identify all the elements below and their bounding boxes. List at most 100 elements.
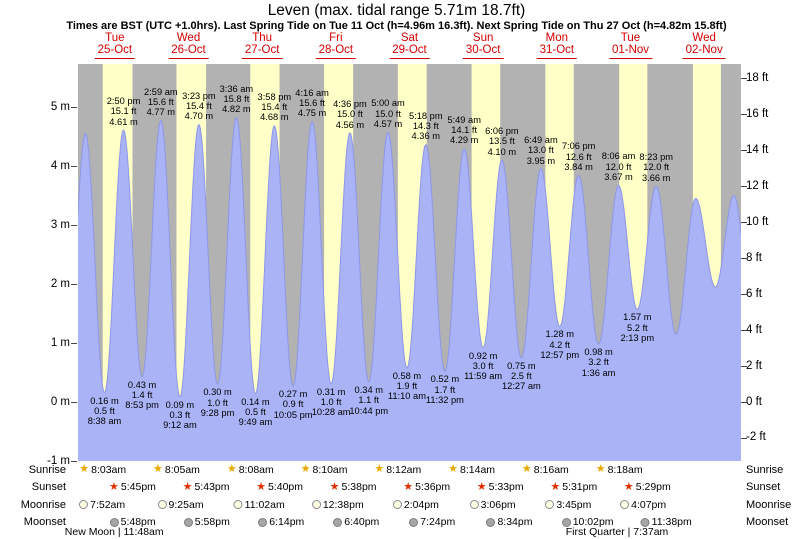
y-axis-left-label: -1 m [47, 454, 70, 467]
high-tide-annotation: 4:16 am 15.6 ft 4.75 m [295, 87, 329, 119]
high-tide-annotation: 3:58 pm 15.4 ft 4.68 m [257, 91, 292, 123]
sunrise-entry: ★ 8:14am [448, 464, 495, 476]
almanac-time: 8:34pm [497, 516, 533, 528]
moon-phase-note: New Moon | 11:48am [64, 525, 164, 538]
day-weekday: Tue [620, 32, 641, 44]
sunset-entry: ★ 5:36pm [403, 481, 450, 493]
y-axis-left-label: 0 m [50, 395, 70, 408]
low-tide-annotation: 0.30 m 1.0 ft 9:28 pm [200, 387, 235, 418]
moonset-entry: 6:14pm [258, 516, 304, 528]
moonrise-circle-icon [157, 500, 167, 509]
y-axis-right-tick [741, 437, 747, 439]
low-tide-annotation: 1.57 m 5.2 ft 2:13 pm [620, 312, 655, 343]
sunset-entry: ★ 5:38pm [330, 481, 377, 493]
day-weekday: Fri [329, 32, 343, 44]
moonrise-circle-icon [311, 500, 321, 509]
almanac-time: 3:06pm [480, 498, 516, 511]
low-tide-annotation: 0.09 m 0.3 ft 9:12 am [163, 399, 197, 431]
sunset-star-icon: ★ [329, 480, 340, 493]
moonrise-entry: 12:38pm [311, 499, 364, 511]
almanac-time: 3:45pm [556, 498, 592, 511]
day-date: 30-Oct [465, 43, 501, 56]
almanac-time: 5:38pm [341, 481, 377, 493]
y-axis-left-label: 5 m [50, 100, 70, 113]
high-tide-annotation: 3:36 am 15.8 ft 4.82 m [219, 83, 254, 115]
almanac-time: 8:05am [164, 463, 200, 476]
low-tide-annotation: 0.92 m 3.0 ft 11:59 am [464, 350, 503, 382]
y-axis-left-tick [71, 107, 77, 108]
day-column-label: Sun 30-Oct [462, 32, 504, 59]
day-column-label: Tue 01-Nov [608, 32, 653, 59]
sunrise-entry: ★ 8:10am [301, 464, 348, 476]
day-date: 31-Oct [539, 43, 575, 56]
low-tide-annotation: 0.98 m 3.2 ft 1:36 am [581, 347, 616, 378]
low-tide-annotation: 0.52 m 1.7 ft 11:32 pm [425, 374, 464, 405]
almanac-time: 4:07pm [631, 498, 667, 511]
moonrise-entry: 11:02am [233, 499, 285, 511]
sunrise-star-icon: ★ [448, 463, 459, 475]
moonrise-circle-icon [79, 500, 89, 509]
almanac-time: 5:33pm [488, 481, 524, 493]
y-axis-right-tick [741, 258, 747, 260]
day-weekday: Sun [472, 32, 494, 44]
sunset-star-icon: ★ [550, 480, 561, 493]
high-tide-annotation: 6:06 pm 13.5 ft 4.10 m [485, 126, 519, 157]
low-tide-annotation: 0.27 m 0.9 ft 10:05 pm [273, 389, 313, 420]
moonrise-circle-icon [233, 500, 243, 509]
high-tide-annotation: 8:06 am 12.0 ft 3.67 m [601, 151, 636, 183]
sunrise-entry: ★ 8:12am [374, 464, 421, 476]
almanac-time: 8:08am [238, 463, 274, 476]
sunrise-star-icon: ★ [521, 463, 532, 475]
y-axis-left-tick [71, 461, 77, 462]
sunrise-star-icon: ★ [226, 463, 237, 475]
moonrise-entry: 9:25am [157, 498, 204, 511]
moonset-entry: 5:48pm [109, 516, 156, 528]
sunset-star-icon: ★ [182, 480, 193, 493]
y-axis-left-label: 3 m [50, 218, 70, 231]
almanac-time: 5:40pm [267, 481, 303, 493]
sunrise-entry: ★ 8:05am [153, 464, 200, 476]
y-axis-right-label: 10 ft [746, 215, 769, 228]
almanac-time: 5:36pm [415, 481, 451, 493]
high-tide-annotation: 4:36 pm 15.0 ft 4.56 m [333, 98, 367, 130]
day-weekday: Sat [400, 32, 419, 44]
almanac-time: 9:25am [168, 498, 204, 511]
almanac-row-label-right: Moonset [746, 516, 789, 528]
y-axis-right-tick [741, 186, 747, 188]
day-column-label: Mon 31-Oct [536, 32, 578, 59]
sunrise-star-icon: ★ [300, 463, 311, 475]
day-column-label: Thu 27-Oct [241, 32, 283, 59]
high-tide-annotation: 2:59 am 15.6 ft 4.77 m [144, 86, 178, 118]
low-tide-annotation: 0.58 m 1.9 ft 11:10 am [387, 370, 426, 402]
day-date: 26-Oct [171, 43, 206, 56]
y-axis-right-tick [741, 330, 747, 332]
day-date: 28-Oct [318, 43, 354, 56]
day-date: 29-Oct [392, 43, 427, 56]
high-tide-annotation: 7:06 pm 12.6 ft 3.84 m [561, 141, 596, 173]
almanac-row-label-left: Sunrise [28, 463, 66, 476]
high-tide-annotation: 6:49 am 13.0 ft 3.95 m [524, 134, 558, 166]
sunrise-entry: ★ 8:03am [79, 464, 126, 476]
sunrise-entry: ★ 8:08am [227, 464, 274, 476]
sunrise-entry: ★ 8:18am [596, 464, 643, 476]
almanac-time: 5:48pm [120, 516, 156, 528]
day-weekday: Thu [252, 32, 273, 44]
day-weekday: Wed [692, 32, 716, 44]
y-axis-right-tick [741, 294, 747, 296]
moonset-entry: 8:34pm [486, 516, 532, 528]
high-tide-annotation: 5:00 am 15.0 ft 4.57 m [371, 98, 405, 129]
moonrise-entry: 2:04pm [392, 499, 439, 511]
low-tide-annotation: 0.75 m 2.5 ft 12:27 am [501, 360, 541, 392]
day-date: 02-Nov [685, 43, 723, 56]
day-weekday: Tue [105, 32, 125, 44]
day-column-label: Wed 26-Oct [168, 32, 209, 59]
y-axis-right-tick [741, 114, 747, 116]
moonset-circle-icon [409, 517, 419, 527]
moonset-circle-icon [258, 517, 268, 527]
y-axis-right-tick [741, 150, 747, 152]
almanac-row-label-right: Sunrise [746, 463, 784, 476]
moonset-circle-icon [486, 517, 496, 527]
almanac-row-label-right: Sunset [746, 481, 781, 493]
day-weekday: Mon [545, 32, 569, 44]
y-axis-left-label: 2 m [50, 277, 70, 290]
